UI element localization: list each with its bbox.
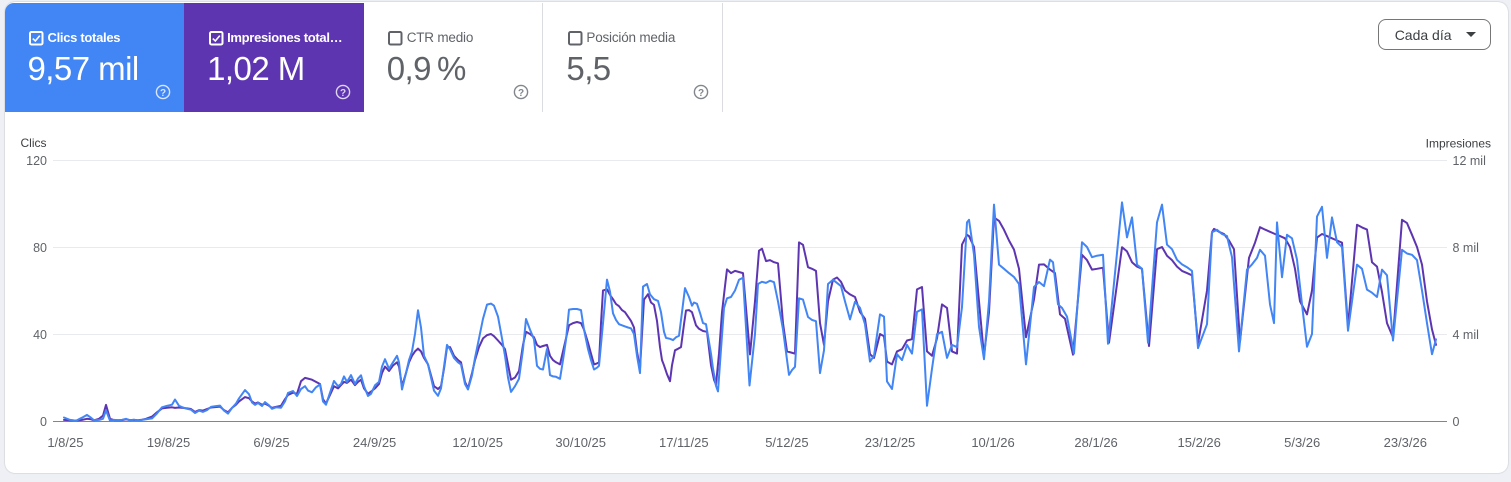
- svg-text:12/10/25: 12/10/25: [452, 435, 503, 450]
- svg-text:?: ?: [340, 88, 346, 99]
- svg-text:30/10/25: 30/10/25: [555, 435, 606, 450]
- svg-text:15/2/26: 15/2/26: [1178, 435, 1221, 450]
- svg-text:Impresiones: Impresiones: [1426, 137, 1491, 151]
- svg-text:28/1/26: 28/1/26: [1074, 435, 1117, 450]
- svg-text:0: 0: [40, 415, 47, 429]
- svg-text:8 mil: 8 mil: [1453, 241, 1479, 255]
- svg-text:23/3/26: 23/3/26: [1384, 435, 1427, 450]
- svg-text:80: 80: [33, 241, 47, 255]
- svg-text:12 mil: 12 mil: [1453, 154, 1486, 168]
- svg-text:17/11/25: 17/11/25: [659, 435, 709, 450]
- svg-text:1/8/25: 1/8/25: [47, 435, 83, 450]
- svg-text:Clics: Clics: [21, 136, 47, 150]
- svg-text:19/8/25: 19/8/25: [147, 435, 190, 450]
- svg-text:0: 0: [1453, 415, 1460, 429]
- svg-text:40: 40: [33, 328, 47, 342]
- svg-text:10/1/26: 10/1/26: [971, 435, 1014, 450]
- svg-text:6/9/25: 6/9/25: [253, 435, 289, 450]
- svg-text:5/3/26: 5/3/26: [1284, 435, 1320, 450]
- svg-text:5/12/25: 5/12/25: [765, 435, 808, 450]
- svg-text:?: ?: [160, 88, 166, 99]
- svg-text:23/12/25: 23/12/25: [865, 435, 916, 450]
- svg-text:4 mil: 4 mil: [1453, 328, 1479, 342]
- svg-text:?: ?: [698, 88, 704, 99]
- svg-text:?: ?: [518, 88, 524, 99]
- svg-text:24/9/25: 24/9/25: [353, 435, 396, 450]
- svg-text:120: 120: [26, 154, 47, 168]
